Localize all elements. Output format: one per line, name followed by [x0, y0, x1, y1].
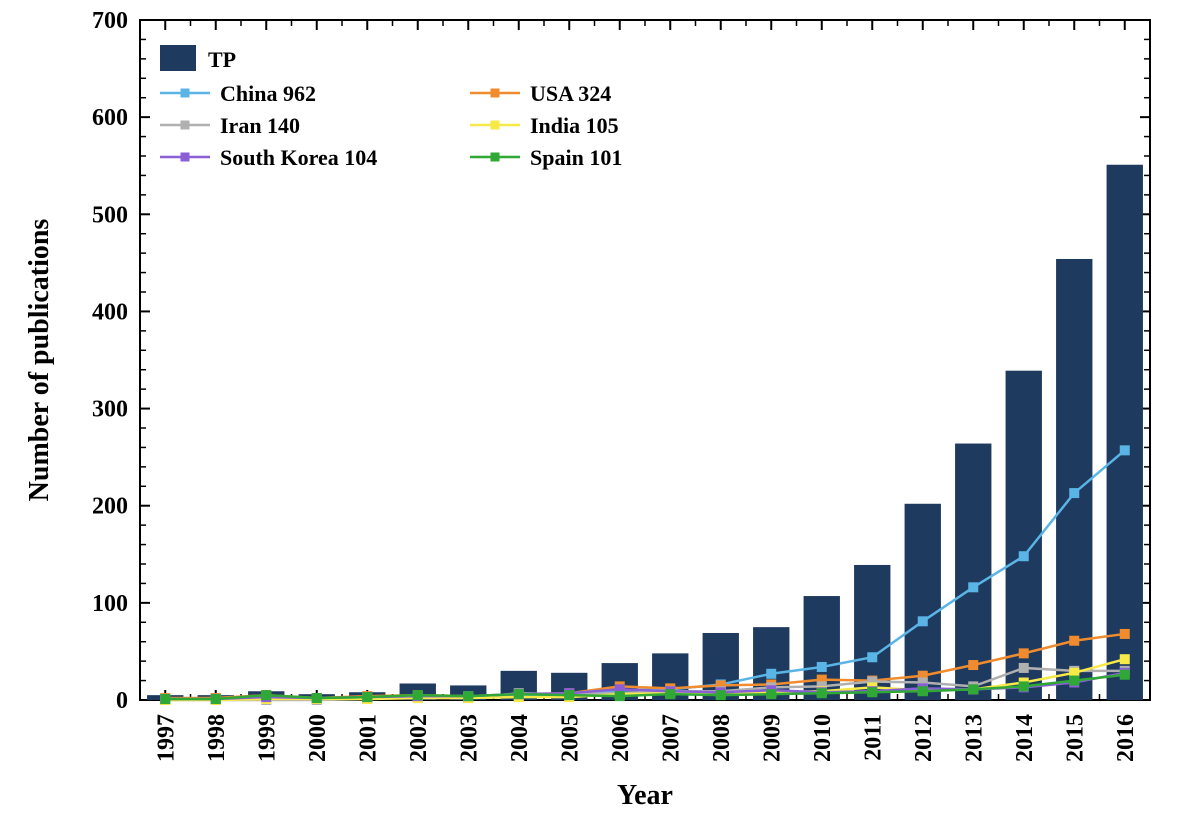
svg-text:600: 600: [92, 105, 128, 131]
series-marker: [868, 688, 877, 697]
svg-text:TP: TP: [208, 47, 236, 72]
svg-text:2014: 2014: [1012, 714, 1038, 762]
series-marker: [262, 691, 271, 700]
svg-text:1998: 1998: [204, 714, 230, 762]
svg-text:2016: 2016: [1113, 714, 1139, 762]
bar: [1107, 165, 1143, 700]
svg-text:200: 200: [92, 494, 128, 520]
svg-text:2011: 2011: [860, 714, 886, 761]
series-marker: [767, 690, 776, 699]
series-marker: [464, 692, 473, 701]
svg-text:1999: 1999: [254, 714, 280, 762]
series-marker: [1019, 649, 1028, 658]
series-marker: [969, 661, 978, 670]
series-marker: [918, 617, 927, 626]
series-marker: [767, 669, 776, 678]
svg-text:2005: 2005: [557, 714, 583, 762]
svg-text:Iran 140: Iran 140: [220, 113, 300, 138]
series-marker: [514, 690, 523, 699]
series-marker: [716, 691, 725, 700]
svg-text:2006: 2006: [608, 714, 634, 762]
series-marker: [817, 689, 826, 698]
svg-text:500: 500: [92, 202, 128, 228]
series-marker: [1019, 663, 1028, 672]
series-marker: [363, 693, 372, 702]
svg-text:USA 324: USA 324: [530, 81, 611, 106]
series-marker: [413, 691, 422, 700]
svg-text:700: 700: [92, 8, 128, 34]
svg-text:South Korea 104: South Korea 104: [220, 145, 377, 170]
series-marker: [1070, 489, 1079, 498]
publications-chart: 0 100 200 300 400 500 600 700 1997 1998 1999 2000 20…: [0, 0, 1181, 832]
svg-text:India 105: India 105: [530, 113, 619, 138]
bar: [1056, 259, 1092, 700]
series-marker: [1070, 676, 1079, 685]
x-axis-label: Year: [617, 780, 673, 811]
svg-text:2012: 2012: [911, 714, 937, 762]
svg-text:Spain 101: Spain 101: [530, 145, 622, 170]
series-marker: [868, 653, 877, 662]
series-marker: [211, 695, 220, 704]
svg-text:2000: 2000: [305, 714, 331, 762]
series-marker: [666, 690, 675, 699]
series-marker: [1019, 552, 1028, 561]
bar: [905, 504, 941, 700]
chart-svg: 0 100 200 300 400 500 600 700 1997 1998 1999 2000 20…: [0, 0, 1181, 832]
svg-text:2008: 2008: [709, 714, 735, 762]
series-marker: [1120, 655, 1129, 664]
svg-text:0: 0: [116, 688, 128, 714]
series-marker: [161, 695, 170, 704]
svg-text:1997: 1997: [153, 714, 179, 762]
svg-text:2015: 2015: [1062, 714, 1088, 762]
series-marker: [312, 694, 321, 703]
svg-text:2004: 2004: [507, 714, 533, 762]
series-marker: [565, 691, 574, 700]
series-marker: [1070, 636, 1079, 645]
series-marker: [817, 662, 826, 671]
series-marker: [1120, 670, 1129, 679]
y-axis-label: Number of publications: [24, 219, 55, 502]
svg-text:100: 100: [92, 591, 128, 617]
series-marker: [1120, 446, 1129, 455]
svg-text:2002: 2002: [406, 714, 432, 762]
svg-text:400: 400: [92, 299, 128, 325]
svg-text:2010: 2010: [810, 714, 836, 762]
series-marker: [1120, 629, 1129, 638]
svg-text:2003: 2003: [456, 714, 482, 762]
svg-text:2009: 2009: [759, 714, 785, 762]
svg-text:2007: 2007: [658, 714, 684, 762]
svg-text:China 962: China 962: [220, 81, 316, 106]
series-marker: [615, 692, 624, 701]
series-marker: [1019, 682, 1028, 691]
svg-text:2001: 2001: [355, 714, 381, 762]
series-marker: [918, 687, 927, 696]
svg-text:300: 300: [92, 397, 128, 423]
svg-text:2013: 2013: [961, 714, 987, 762]
series-marker: [969, 685, 978, 694]
series-marker: [969, 583, 978, 592]
